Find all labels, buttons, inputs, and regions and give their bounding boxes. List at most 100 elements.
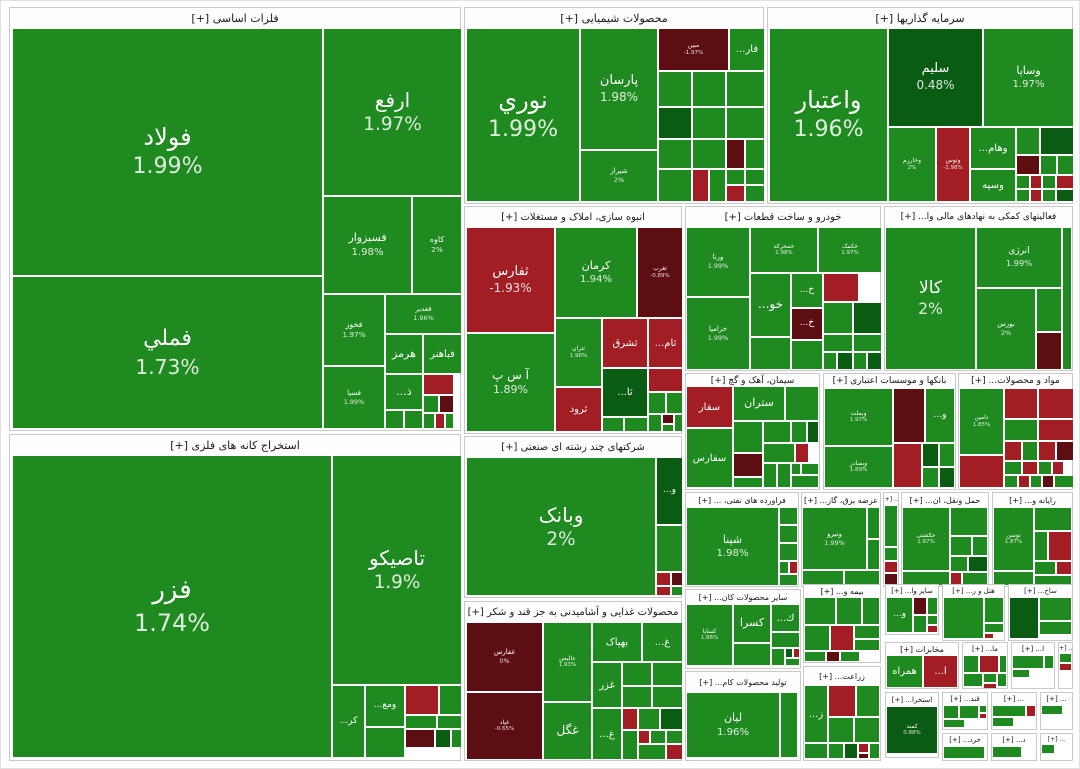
stock-tile-auto-parts[interactable]: خو... <box>751 274 790 336</box>
stock-tile-base-metals[interactable]: فخوز 1.97% <box>324 295 384 365</box>
stock-tile-cement[interactable]: ستران <box>734 387 784 420</box>
filler-tile-food[interactable] <box>639 731 649 743</box>
filler-tile-transport[interactable] <box>951 573 961 585</box>
filler-tile-chemicals[interactable] <box>659 72 691 106</box>
filler-tile-pharma[interactable] <box>1043 476 1053 487</box>
stock-tile-investments[interactable]: وتوس -1.98% <box>937 128 969 201</box>
stock-tile-power-gas[interactable]: ونیرو 1.99% <box>803 508 866 569</box>
stock-tile-other-minerals[interactable]: ك... <box>772 605 799 631</box>
filler-tile-chemicals[interactable] <box>693 108 725 138</box>
filler-tile-oil-products[interactable] <box>780 526 797 542</box>
sector-header-auto-parts[interactable]: خودرو و ساخت قطعات [+] <box>686 207 880 227</box>
stock-tile-base-metals[interactable]: فملي 1.73% <box>13 277 322 428</box>
filler-tile-oil-products[interactable] <box>780 575 797 585</box>
filler-tile-chemicals[interactable] <box>727 72 764 106</box>
filler-tile-food[interactable] <box>623 731 637 759</box>
filler-tile-real-estate[interactable] <box>625 418 647 431</box>
filler-tile-other-minerals[interactable] <box>786 659 799 665</box>
filler-tile-investments[interactable] <box>1017 128 1039 154</box>
filler-tile-chemicals[interactable] <box>727 140 744 168</box>
filler-tile-chemicals[interactable] <box>727 108 764 138</box>
stock-tile-food[interactable]: غزر <box>593 663 621 707</box>
filler-tile-insurance[interactable] <box>827 652 839 661</box>
stock-tile-investments[interactable]: وسپه <box>971 170 1015 201</box>
stock-tile-financial-aux[interactable]: بورس 2% <box>977 289 1035 369</box>
filler-tile-misc-alef[interactable] <box>1013 670 1029 677</box>
stock-tile-real-estate[interactable]: ثام... <box>649 319 682 367</box>
filler-tile-chemicals[interactable] <box>693 72 725 106</box>
filler-tile-transport[interactable] <box>951 508 987 535</box>
stock-tile-investments[interactable]: سلیم 0.48% <box>889 29 982 126</box>
stock-tile-food[interactable]: بهپاک <box>593 623 641 661</box>
stock-tile-chemicals[interactable]: نوري 1.99% <box>467 29 579 201</box>
filler-tile-misc-strip[interactable] <box>885 562 897 572</box>
filler-tile-other-financials[interactable] <box>928 598 937 614</box>
filler-tile-investments[interactable] <box>1017 156 1039 174</box>
filler-tile-transport[interactable] <box>969 557 987 571</box>
sector-header-base-metals[interactable]: فلزات اساسی [+] <box>10 8 460 28</box>
filler-tile-misc-ma[interactable] <box>980 656 998 672</box>
stock-tile-food[interactable]: غگل <box>544 703 591 759</box>
filler-tile-auto-parts[interactable] <box>824 335 852 351</box>
filler-tile-hotels[interactable] <box>985 634 993 638</box>
filler-tile-agriculture[interactable] <box>829 718 853 742</box>
stock-tile-base-metals[interactable]: ارفع 1.97% <box>324 29 461 195</box>
filler-tile-pharma[interactable] <box>1039 420 1073 440</box>
filler-tile-chemicals[interactable] <box>659 140 691 168</box>
filler-tile-investments[interactable] <box>1057 190 1073 201</box>
filler-tile-insurance[interactable] <box>855 626 879 638</box>
filler-tile-pharma[interactable] <box>1019 476 1029 487</box>
filler-tile-conglomerates[interactable] <box>657 573 670 585</box>
filler-tile-misc-ma[interactable] <box>984 674 996 682</box>
filler-tile-other-financials[interactable] <box>914 598 926 614</box>
filler-tile-metal-ore-mining[interactable] <box>436 730 450 747</box>
filler-tile-base-metals[interactable] <box>446 414 453 428</box>
filler-tile-insurance[interactable] <box>837 598 861 624</box>
filler-tile-insurance[interactable] <box>805 598 835 624</box>
sector-header-insurance[interactable]: بیمه و... [+] <box>804 585 880 598</box>
filler-tile-auto-parts[interactable] <box>838 353 852 369</box>
filler-tile-oil-products[interactable] <box>780 508 797 524</box>
filler-tile-transport[interactable] <box>903 572 949 585</box>
filler-tile-misc-ma[interactable] <box>1000 656 1006 672</box>
stock-tile-real-estate[interactable]: ثتران 1.96% <box>556 319 601 386</box>
sector-header-real-estate[interactable]: انبوه سازی، املاک و مستغلات [+] <box>465 207 681 227</box>
filler-tile-chemicals[interactable] <box>659 170 691 201</box>
filler-tile-conglomerates[interactable] <box>672 573 682 585</box>
filler-tile-chemicals[interactable] <box>727 170 744 184</box>
filler-tile-pharma[interactable] <box>1031 476 1041 487</box>
sector-header-sugar[interactable]: قند... [+] <box>943 693 987 705</box>
filler-tile-transport[interactable] <box>951 537 971 555</box>
filler-tile-computer[interactable] <box>994 572 1033 585</box>
filler-tile-chemicals[interactable] <box>659 108 691 138</box>
filler-tile-pharma[interactable] <box>1023 442 1037 460</box>
filler-tile-other-minerals[interactable] <box>772 633 799 647</box>
stock-tile-real-estate[interactable]: ثا... <box>603 369 647 416</box>
sector-header-misc-alef[interactable]: ا... [+] <box>1012 643 1054 655</box>
filler-tile-transport[interactable] <box>963 573 987 585</box>
stock-tile-auto-parts[interactable]: خزامیا 1.99% <box>687 298 749 369</box>
filler-tile-cement[interactable] <box>734 478 762 487</box>
filler-tile-sugar[interactable] <box>980 714 986 718</box>
filler-tile-banks[interactable] <box>923 468 938 487</box>
stock-tile-chemicals[interactable]: مبین -1.97% <box>659 29 728 70</box>
filler-tile-chemicals[interactable] <box>693 140 725 168</box>
sector-header-oil-products[interactable]: فراورده های نفتی، ... [+] <box>686 493 798 507</box>
sector-header-misc-tiny-1[interactable]: ... [+] <box>1059 643 1072 653</box>
filler-tile-pharma[interactable] <box>1057 442 1073 460</box>
stock-tile-computer[interactable]: توسن 1.87% <box>994 508 1033 570</box>
filler-tile-banks[interactable] <box>940 468 954 487</box>
filler-tile-misc-strip[interactable] <box>885 574 897 584</box>
filler-tile-financial-aux[interactable] <box>1037 333 1061 369</box>
sector-header-telecom[interactable]: مخابرات [+] <box>886 643 958 655</box>
filler-tile-other-financials[interactable] <box>928 626 937 632</box>
filler-tile-base-metals[interactable] <box>424 396 438 412</box>
filler-tile-base-metals[interactable] <box>440 396 453 412</box>
filler-tile-auto-parts[interactable] <box>868 353 881 369</box>
stock-tile-base-metals[interactable]: کاوه 2% <box>413 197 461 293</box>
stock-tile-real-estate[interactable]: ثرود <box>556 388 601 431</box>
filler-tile-auto-parts[interactable] <box>792 341 822 369</box>
filler-tile-conglomerates[interactable] <box>657 587 670 595</box>
stock-tile-electronics[interactable]: لیان 1.96% <box>687 693 779 757</box>
sector-header-misc-d[interactable]: د... [+] <box>992 734 1036 746</box>
